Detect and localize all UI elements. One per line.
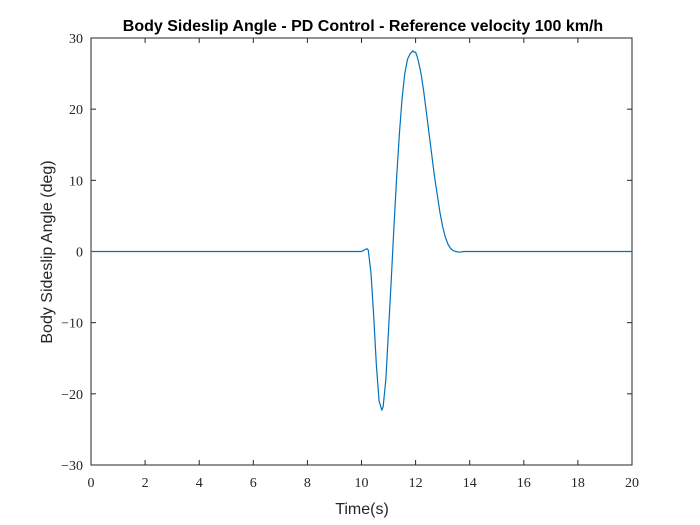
y-tick-label: 0 (76, 246, 83, 261)
x-tick-label: 12 (409, 476, 423, 491)
y-axis-ticks: −30 −20 −10 0 10 20 30 (61, 32, 632, 474)
chart-title: Body Sideslip Angle - PD Control - Refer… (123, 18, 603, 35)
x-tick-label: 0 (88, 476, 95, 491)
x-axis-label: Time(s) (335, 501, 389, 518)
plot-area: 0 2 4 6 8 10 12 14 16 18 20 −30 −20 −10 0 10 20 30 (61, 32, 639, 491)
x-tick-label: 10 (355, 476, 369, 491)
y-tick-label: 10 (69, 174, 83, 189)
y-tick-label: −30 (61, 459, 83, 474)
x-tick-label: 18 (571, 476, 585, 491)
x-tick-label: 8 (304, 476, 311, 491)
x-tick-label: 2 (142, 476, 149, 491)
y-tick-label: 30 (69, 32, 83, 47)
y-tick-label: 20 (69, 103, 83, 118)
y-tick-label: −20 (61, 388, 83, 403)
series-layer (91, 50, 632, 411)
x-tick-label: 6 (250, 476, 257, 491)
x-tick-label: 14 (463, 476, 477, 491)
x-axis-ticks: 0 2 4 6 8 10 12 14 16 18 20 (88, 38, 639, 491)
x-tick-label: 20 (625, 476, 639, 491)
x-tick-label: 4 (196, 476, 203, 491)
x-tick-label: 16 (517, 476, 531, 491)
y-axis-label: Body Sideslip Angle (deg) (39, 160, 56, 343)
series-line-0 (91, 50, 632, 411)
y-tick-label: −10 (61, 317, 83, 332)
